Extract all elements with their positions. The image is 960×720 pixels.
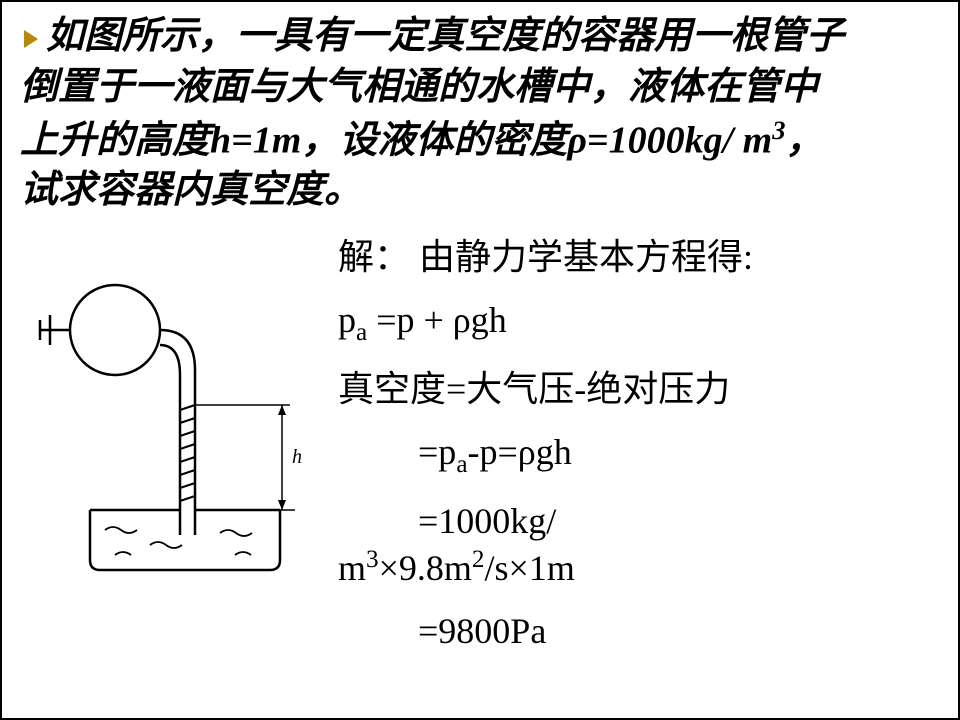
- problem-line-1: 如图所示，一具有一定真空度的容器用一根管子: [20, 12, 940, 63]
- problem-text-2: 倒置于一液面与大气相通的水槽中，液体在管中: [20, 63, 940, 112]
- bullet-icon: [20, 14, 42, 63]
- slide-page: 如图所示，一具有一定真空度的容器用一根管子 倒置于一液面与大气相通的水槽中，液体…: [0, 0, 960, 720]
- solution-line-6: =9800Pa: [338, 609, 940, 654]
- problem-text-1: 如图所示，一具有一定真空度的容器用一根管子: [46, 15, 844, 57]
- solution-line-2: pa =p + ρgh: [338, 298, 940, 349]
- problem-line-3: 上升的高度h=1m，设液体的密度ρ=1000kg/ m3，: [20, 113, 940, 166]
- problem-text-3sup: 3: [772, 115, 785, 145]
- apparatus-svg: h: [20, 275, 320, 585]
- solution-line-4: =pa-p=ρgh: [338, 430, 940, 481]
- content-area: h 解： 由静力学基本方程得: pa =p + ρgh 真空度=大气压-绝对压力…: [20, 235, 940, 671]
- solution-block: 解： 由静力学基本方程得: pa =p + ρgh 真空度=大气压-绝对压力 =…: [330, 235, 940, 671]
- solution-line-3: 真空度=大气压-绝对压力: [338, 367, 940, 412]
- problem-statement: 如图所示，一具有一定真空度的容器用一根管子 倒置于一液面与大气相通的水槽中，液体…: [20, 12, 940, 215]
- problem-text-3a: 上升的高度h=1m，设液体的密度ρ=1000kg/ m: [20, 119, 772, 161]
- solution-line-5: =1000kg/ m3×9.8m2/s×1m: [338, 499, 940, 591]
- figure-label-h: h: [292, 446, 302, 468]
- apparatus-figure: h: [20, 275, 330, 590]
- problem-text-3b: ，: [786, 119, 824, 161]
- problem-text-4: 试求容器内真空度。: [20, 166, 940, 215]
- solution-line-1: 解： 由静力学基本方程得:: [338, 235, 940, 280]
